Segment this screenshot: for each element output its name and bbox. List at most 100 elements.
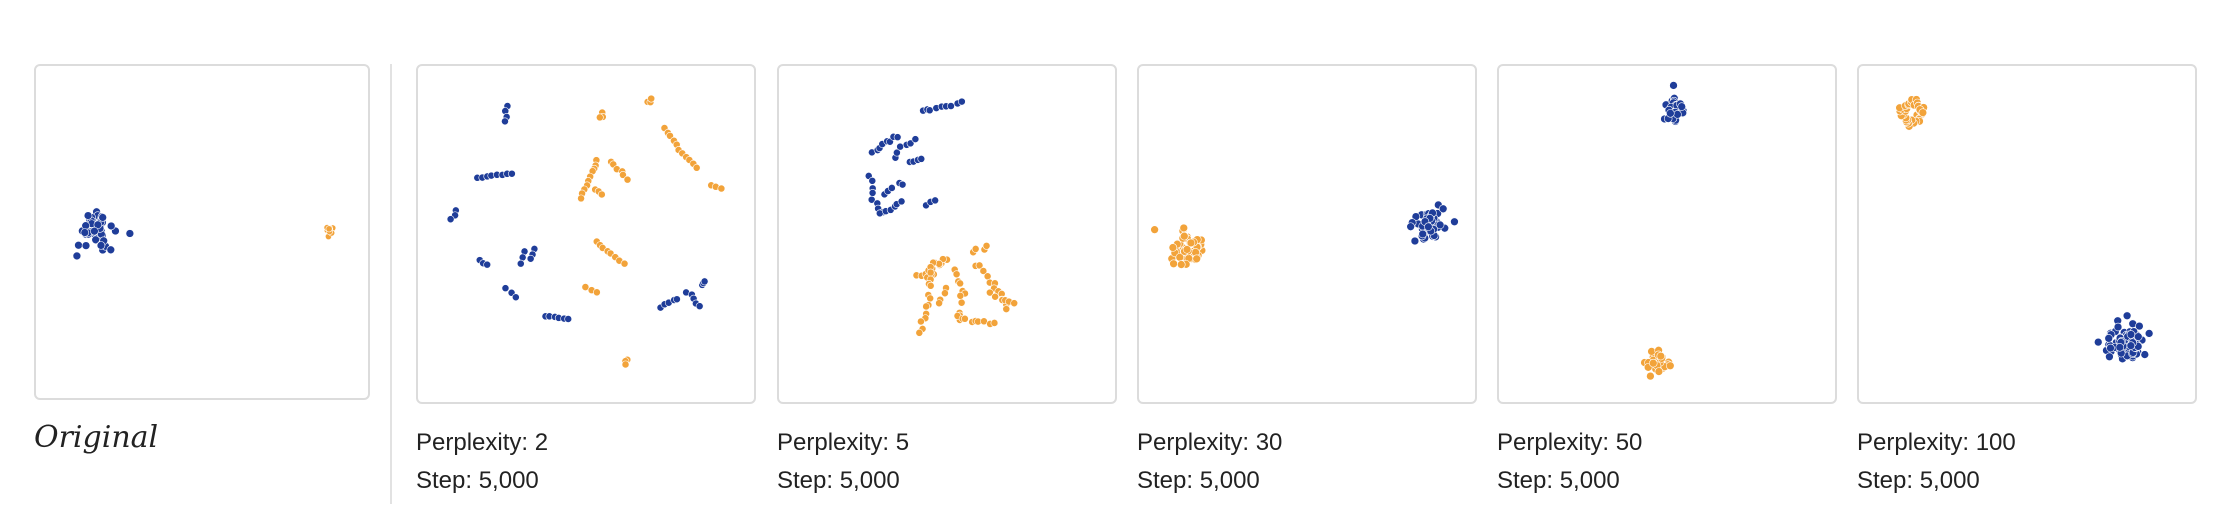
blue-point [501,117,509,126]
orange-point [979,267,988,275]
blue-point [911,135,920,143]
blue-point [80,228,90,237]
blue-point [893,133,902,142]
blue-point [2134,332,2143,341]
orange-point [581,283,590,291]
blue-point [2144,329,2154,338]
blue-point [1406,222,1415,231]
original-scatter [72,207,337,261]
tsne-plot-perplexity-100 [1857,64,2197,404]
blue-point [1677,102,1686,111]
orange-point [1186,238,1196,248]
blue-point [868,189,877,197]
orange-point [717,184,726,193]
blue-point [81,241,91,250]
orange-point [971,245,980,253]
orange-point [1010,299,1019,308]
orange-point [991,292,999,301]
orange-point [593,288,601,297]
blue-point [867,195,876,204]
step-label: Step: 5,000 [777,467,900,494]
blue-point [1435,220,1445,230]
blue-point [673,295,681,304]
orange-point [915,328,924,337]
blue-point [2126,330,2136,339]
orange-point [982,242,991,250]
orange-point [926,281,935,290]
tsne-plot-perplexity-5 [777,64,1117,404]
step-label: Step: 5,000 [1857,467,1980,494]
orange-point [935,299,943,308]
tsne-scatter [1150,200,1459,269]
perplexity-label: Perplexity: 5 [777,429,910,456]
orange-point [952,270,961,279]
original-label: Original [34,420,159,455]
blue-point [1673,110,1682,119]
blue-point [695,302,704,310]
blue-point [2122,311,2132,320]
orange-point [990,319,999,327]
orange-point [1649,358,1658,368]
blue-point [2105,352,2114,361]
original-plot [34,64,370,400]
blue-point [917,155,926,163]
orange-point [922,302,931,311]
blue-point [125,229,135,238]
perplexity-label: Perplexity: 50 [1497,429,1643,456]
blue-point [98,213,107,222]
orange-point [926,294,935,303]
step-label: Step: 5,000 [1137,467,1260,494]
orange-point [619,171,627,179]
blue-point [564,315,573,323]
perplexity-label: Perplexity: 2 [416,429,549,456]
orange-point [597,190,606,199]
tsne-plot-perplexity-2 [416,64,756,404]
blue-point [2104,334,2113,343]
orange-point [1656,351,1666,361]
orange-point [1179,223,1189,233]
blue-point [906,139,915,148]
orange-point [956,279,964,288]
blue-point [1669,81,1678,90]
perplexity-label: Perplexity: 100 [1857,429,2016,456]
step-label: Step: 5,000 [1497,467,1620,494]
orange-point [1168,243,1178,252]
step-label: Step: 5,000 [416,467,539,494]
tsne-plot-perplexity-30 [1137,64,1477,404]
blue-point [483,260,492,269]
tsne-scatter [864,97,1019,337]
blue-point [446,215,455,224]
blue-point [2106,343,2115,353]
orange-point [986,288,994,297]
orange-point [956,291,965,300]
blue-point [516,259,525,268]
orange-point [961,314,969,323]
blue-point [501,284,510,293]
perplexity-label: Perplexity: 30 [1137,429,1283,456]
orange-point [621,360,630,369]
blue-point [96,241,106,250]
blue-point [106,221,116,231]
blue-point [931,196,939,205]
orange-point [1666,361,1675,370]
blue-point [868,176,877,185]
orange-point [957,298,966,307]
blue-point [893,148,901,157]
blue-point [2135,321,2144,331]
orange-point [647,94,656,103]
blue-point [898,180,907,189]
blue-point [93,220,103,230]
blue-point [957,97,966,106]
divider [390,64,392,504]
blue-point [83,211,93,220]
blue-point [1410,236,1420,246]
orange-point [577,194,585,203]
blue-point [2094,337,2103,347]
tsne-plot-perplexity-50 [1497,64,1837,404]
orange-point [1646,371,1655,381]
orange-point [926,268,935,277]
blue-point [897,197,906,206]
orange-point [620,259,629,268]
blue-point [526,254,535,263]
blue-point [1450,217,1459,226]
